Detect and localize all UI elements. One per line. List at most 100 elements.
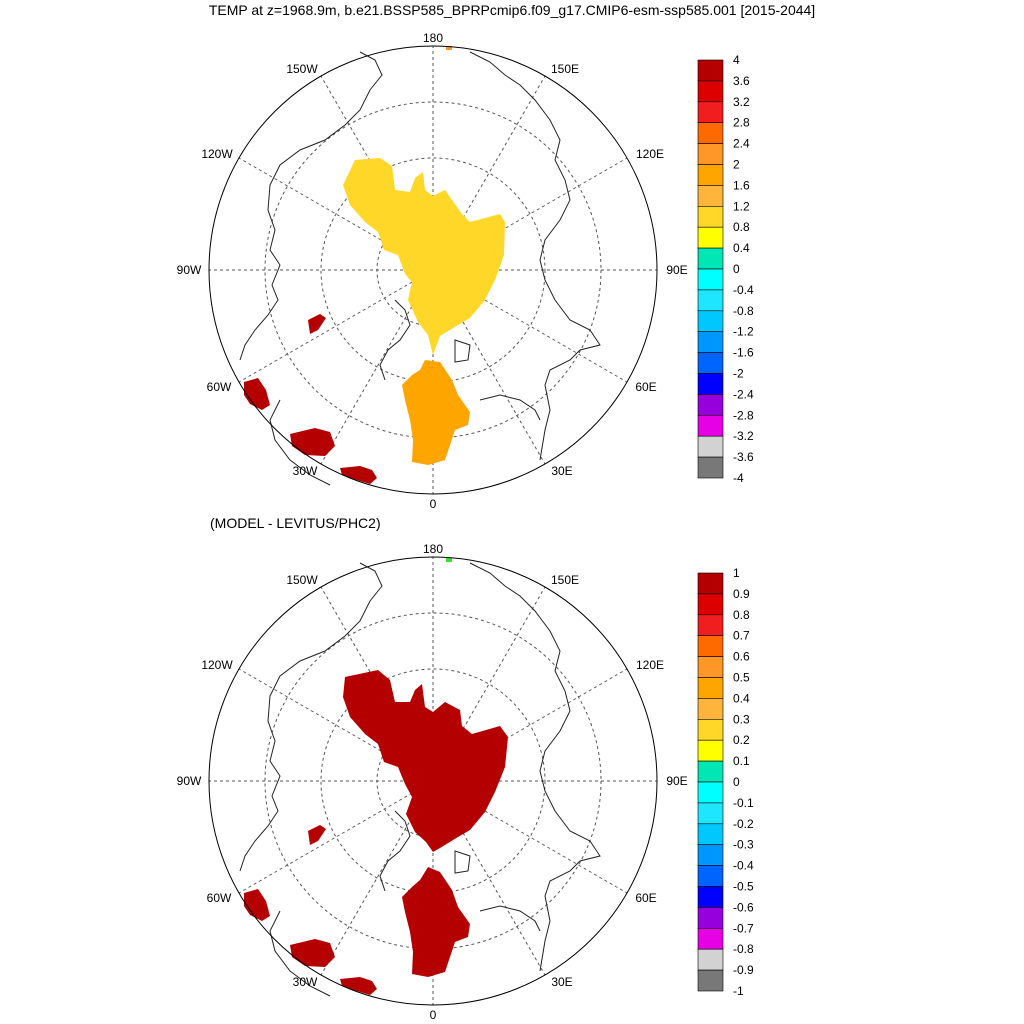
lon-label-60w: 60W bbox=[207, 891, 232, 905]
lon-label-90e: 90E bbox=[666, 774, 687, 788]
labrador-sea-region-a bbox=[244, 378, 270, 410]
lon-label-30e: 30E bbox=[551, 464, 572, 478]
arctic-basin-warm-region bbox=[343, 158, 505, 355]
bottom-map-coastlines bbox=[239, 562, 601, 997]
lon-label-150e: 150E bbox=[551, 62, 579, 76]
bering-diff-region bbox=[446, 558, 452, 562]
colorbar-box bbox=[697, 802, 724, 825]
lon-label-150e: 150E bbox=[551, 573, 579, 587]
lon-label-30w: 30W bbox=[293, 975, 318, 989]
colorbar-box bbox=[697, 656, 724, 678]
lon-label-120w: 120W bbox=[201, 147, 233, 161]
colorbar-box bbox=[697, 206, 724, 228]
colorbar-box bbox=[697, 331, 724, 353]
colorbar-box bbox=[697, 781, 724, 804]
colorbar-box bbox=[697, 927, 724, 950]
colorbar-label: -0.6 bbox=[733, 900, 754, 914]
bottom-colorbar: 1 0.9 0.8 0.7 0.6 0.5 0.4 0.3 0.2 0.1 0 -0.1 -0.2 -0.… bbox=[697, 566, 754, 998]
bottom-map-outline bbox=[208, 556, 658, 1006]
eurasian-basin-difference-region bbox=[402, 867, 470, 977]
bottom-polar-map: 180 150E 120E 90E 60E 30E 0 30W 60W 90W … bbox=[177, 542, 754, 1022]
lon-label-90e: 90E bbox=[666, 263, 687, 277]
colorbar-label: 0.8 bbox=[733, 608, 750, 622]
top-map-longitude-labels: 180 150E 120E 90E 60E 30E 0 30W 60W 90W … bbox=[177, 31, 688, 511]
colorbar-box bbox=[697, 143, 724, 165]
norwegian-sea-region bbox=[340, 466, 377, 484]
colorbar-box bbox=[697, 373, 724, 395]
colorbar-label: -3.6 bbox=[733, 450, 754, 464]
colorbar-label: -0.3 bbox=[733, 838, 754, 852]
lon-label-180: 180 bbox=[423, 31, 443, 45]
colorbar-label: 0.2 bbox=[733, 733, 750, 747]
colorbar-box bbox=[697, 572, 724, 595]
baffin-bay-region bbox=[308, 314, 326, 334]
colorbar-label: 0.3 bbox=[733, 712, 750, 726]
plot-title: TEMP at z=1968.9m, b.e21.BSSP585_BPRPcmi… bbox=[208, 2, 816, 18]
colorbar-box bbox=[697, 456, 724, 479]
colorbar-box bbox=[697, 593, 724, 616]
colorbar-label: 0.6 bbox=[733, 650, 750, 664]
colorbar-box bbox=[697, 122, 724, 144]
colorbar-box bbox=[697, 164, 724, 186]
colorbar-box bbox=[697, 823, 724, 845]
colorbar-label: 0.9 bbox=[733, 587, 750, 601]
lon-label-0: 0 bbox=[430, 1008, 437, 1022]
lon-label-180: 180 bbox=[423, 542, 443, 556]
colorbar-label: -0.8 bbox=[733, 304, 754, 318]
colorbar-label: -1.2 bbox=[733, 325, 754, 339]
colorbar-label: 0.5 bbox=[733, 671, 750, 685]
colorbar-box bbox=[697, 948, 724, 971]
colorbar-label: -0.8 bbox=[733, 942, 754, 956]
colorbar-label: 3.2 bbox=[733, 95, 750, 109]
top-colorbar: 4 3.6 3.2 2.8 2.4 2 1.6 1.2 0.8 0.4 0 -0.4 -0.8 -1.2 -… bbox=[697, 53, 754, 485]
lon-label-120e: 120E bbox=[636, 658, 664, 672]
lon-label-90w: 90W bbox=[177, 263, 202, 277]
colorbar-box bbox=[697, 289, 724, 312]
colorbar-box bbox=[697, 394, 724, 416]
colorbar-label: -2 bbox=[733, 367, 744, 381]
colorbar-box bbox=[697, 907, 724, 929]
colorbar-label: -2.8 bbox=[733, 408, 754, 422]
colorbar-box bbox=[697, 80, 724, 103]
colorbar-box bbox=[697, 886, 724, 908]
colorbar-label: -0.5 bbox=[733, 880, 754, 894]
colorbar-box bbox=[697, 59, 724, 82]
colorbar-label: 0.1 bbox=[733, 754, 750, 768]
colorbar-label: 0.8 bbox=[733, 220, 750, 234]
colorbar-box bbox=[697, 698, 724, 720]
colorbar-label: 4 bbox=[733, 53, 740, 67]
colorbar-box bbox=[697, 844, 724, 866]
labrador-sea-diff-a bbox=[244, 889, 270, 921]
colorbar-box bbox=[697, 101, 724, 124]
colorbar-box bbox=[697, 760, 724, 783]
top-map-shading bbox=[244, 46, 505, 484]
colorbar-label: 2.4 bbox=[733, 137, 750, 151]
colorbar-label: 1.6 bbox=[733, 178, 750, 192]
norwegian-sea-diff bbox=[340, 977, 377, 995]
colorbar-box bbox=[697, 969, 724, 992]
colorbar-label: 1 bbox=[733, 566, 740, 580]
lon-label-60e: 60E bbox=[635, 891, 656, 905]
colorbar-label: -1 bbox=[733, 984, 744, 998]
lon-label-60w: 60W bbox=[207, 380, 232, 394]
plot-subtitle: (MODEL - LEVITUS/PHC2) bbox=[210, 515, 381, 531]
lon-label-30w: 30W bbox=[293, 464, 318, 478]
colorbar-label: -0.4 bbox=[733, 859, 754, 873]
canada-basin-difference-region bbox=[343, 670, 508, 852]
colorbar-box bbox=[697, 414, 724, 437]
eurasian-basin-region bbox=[402, 360, 470, 465]
lon-label-120e: 120E bbox=[636, 147, 664, 161]
labrador-sea-diff-b bbox=[290, 939, 335, 967]
colorbar-label: -4 bbox=[733, 471, 744, 485]
lon-label-120w: 120W bbox=[201, 658, 233, 672]
colorbar-box bbox=[697, 677, 724, 699]
colorbar-box bbox=[697, 614, 724, 637]
colorbar-label: 0.4 bbox=[733, 241, 750, 255]
colorbar-box bbox=[697, 352, 724, 374]
bottom-map-shading bbox=[244, 670, 508, 995]
bottom-map-longitude-labels: 180 150E 120E 90E 60E 30E 0 30W 60W 90W … bbox=[177, 542, 688, 1022]
colorbar-label: -0.2 bbox=[733, 817, 754, 831]
colorbar-box bbox=[697, 247, 724, 270]
top-polar-map: 180 150E 120E 90E 60E 30E 0 30W 60W 90W … bbox=[177, 31, 754, 511]
lon-label-0: 0 bbox=[430, 497, 437, 511]
